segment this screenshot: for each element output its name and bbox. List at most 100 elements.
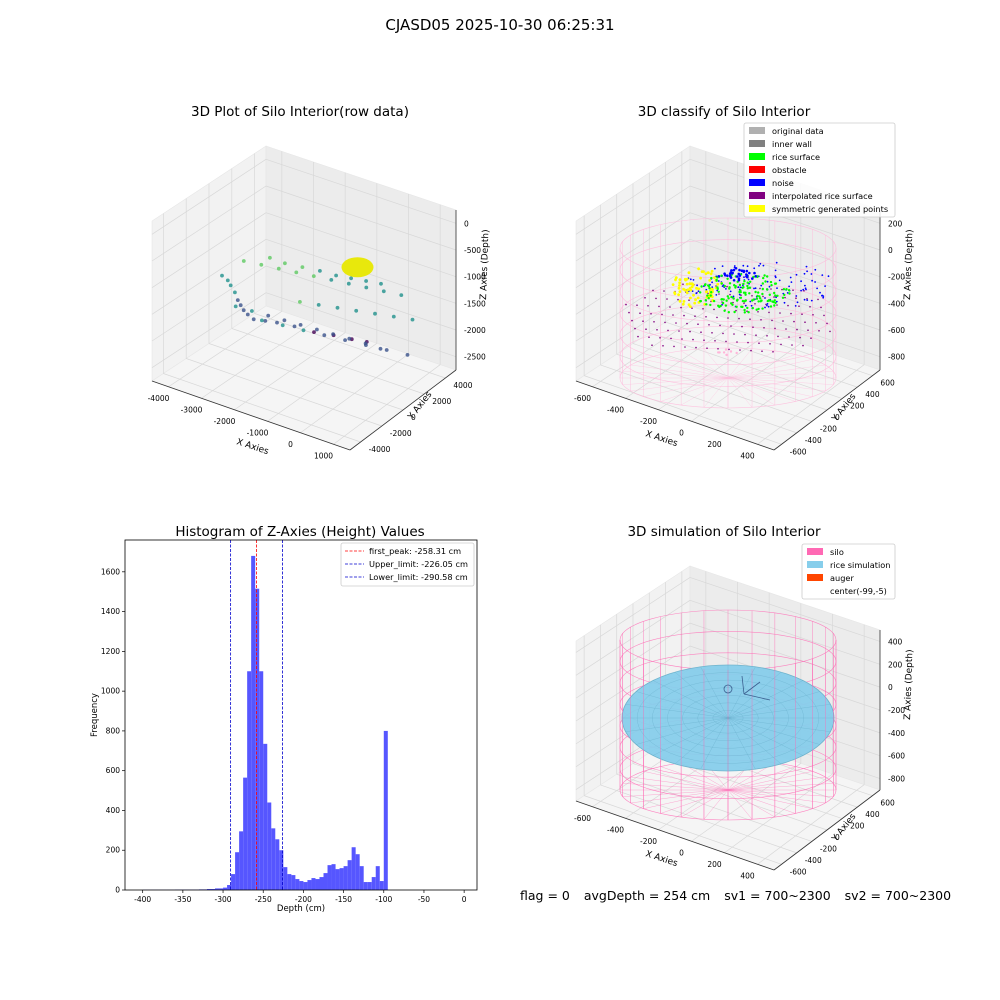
classify-z-grid-left <box>575 292 691 368</box>
simulation-legend-swatch <box>807 548 823 555</box>
simulation-silo-floor-spoke <box>727 789 834 797</box>
classify-symmetric-point <box>677 286 681 290</box>
raw-data-point <box>298 323 303 327</box>
classify-silo-floor-spoke <box>727 377 775 406</box>
classify-legend-frame <box>743 122 896 218</box>
histogram-bar <box>255 588 260 890</box>
classify-rice-surface-point <box>762 276 765 280</box>
histogram-bar <box>231 874 236 890</box>
raw-z-grid-left <box>151 159 267 235</box>
histogram-x-tick-label: 0 <box>462 895 467 904</box>
classify-symmetric-point <box>710 269 714 273</box>
classify-rice-surface-point <box>712 299 716 303</box>
classify-noise-point <box>754 275 758 278</box>
classify-interpolated-point <box>648 336 650 339</box>
classify-rice-surface-point <box>763 274 766 277</box>
simulation-rice-mesh-spoke <box>636 691 729 719</box>
classify-noise-point <box>732 268 736 272</box>
classify-interpolated-point <box>642 320 644 323</box>
classify-noise-point <box>764 297 766 299</box>
histogram-bar <box>243 777 248 890</box>
classify-interpolated-point <box>754 303 756 305</box>
classify-symmetric-point <box>699 276 702 280</box>
classify-rice-surface-point <box>720 282 723 285</box>
classify-rice-surface-point <box>741 299 745 303</box>
classify-interpolated-point <box>715 285 717 287</box>
raw-data-point <box>300 265 305 269</box>
classify-noise-point <box>753 271 756 275</box>
histogram-bar <box>223 887 228 890</box>
simulation-rice-mesh-spoke <box>652 680 729 719</box>
classify-noise-point <box>764 306 766 309</box>
histogram-bar <box>279 850 284 890</box>
classify-y-grid <box>616 353 812 422</box>
raw-data-point <box>329 278 334 282</box>
classify-interpolated-point <box>815 322 817 324</box>
simulation-x-tick-label: 200 <box>707 860 722 869</box>
classify-noise-point <box>726 274 729 278</box>
classify-symmetric-point <box>704 272 708 275</box>
simulation-legend-swatch <box>807 574 823 581</box>
classify-x-tick-label: 200 <box>707 440 722 449</box>
raw-data-point <box>251 317 256 322</box>
raw-data-point <box>263 319 268 323</box>
simulation-rice-mesh-spoke <box>727 691 820 719</box>
classify-rice-surface-point <box>703 283 707 287</box>
raw-data-point <box>343 338 347 342</box>
raw-data-point <box>381 289 386 294</box>
simulation-silo-floor-spoke <box>727 783 834 791</box>
classify-noise-point <box>810 299 813 302</box>
histogram-bar <box>351 847 356 890</box>
classify-interpolated-point <box>651 344 653 347</box>
classify-rice-surface-point <box>710 291 713 294</box>
histogram-x-axis-label: Depth (cm) <box>277 904 325 914</box>
simulation-rice-mesh-spoke <box>727 717 820 745</box>
classify-noise-point <box>776 287 778 289</box>
classify-silo-floor-spoke <box>727 348 753 379</box>
classify-symmetric-point <box>716 282 720 286</box>
simulation-z-grid-back <box>689 577 881 642</box>
raw-data-point <box>298 300 302 304</box>
classify-interpolated-point <box>759 287 761 290</box>
simulation-rice-mesh-spoke <box>700 717 729 770</box>
classify-rice-surface-point <box>735 299 739 302</box>
simulation-rice-mesh-spoke <box>652 717 729 756</box>
classify-interpolated-point <box>692 338 694 341</box>
histogram-y-tick-label: 800 <box>106 726 121 735</box>
classify-noise-point <box>744 304 747 307</box>
classify-interpolated-point <box>728 348 730 351</box>
classify-rice-surface-point <box>743 311 746 314</box>
classify-z-grid-left <box>575 185 691 262</box>
classify-noise-point <box>811 279 813 282</box>
raw-data-point <box>301 328 306 333</box>
classify-interpolated-point <box>662 345 664 347</box>
classify-interpolated-point <box>717 348 719 350</box>
raw-z-grid-back <box>265 185 457 251</box>
classify-noise-point <box>804 287 807 290</box>
histogram-bar <box>375 866 380 890</box>
classify-noise-point <box>766 280 769 283</box>
raw-z-grid-left <box>151 185 267 262</box>
raw-data-point <box>373 311 377 316</box>
simulation-y-tick-label: 600 <box>880 799 895 808</box>
classify-interpolated-point <box>806 298 808 300</box>
simulation-rice-mesh-spoke <box>674 671 729 719</box>
raw-y-axis-line <box>349 369 457 451</box>
histogram-bar <box>367 882 372 890</box>
classify-noise-point <box>743 276 745 278</box>
classify-rice-surface-point <box>741 305 744 309</box>
raw-data-point <box>364 279 368 283</box>
histogram-y-tick-label: 0 <box>115 886 120 895</box>
classify-interpolated-point <box>750 349 752 352</box>
classify-rice-surface-point <box>749 280 752 283</box>
raw-data-point <box>294 270 299 275</box>
classify-rice-surface-point <box>734 285 737 288</box>
classify-rice-surface-point <box>776 294 779 297</box>
classify-legend-label: inner wall <box>772 139 812 149</box>
classify-z-grid-back <box>689 239 881 304</box>
simulation-legend-label: center(-99,-5) <box>830 586 887 596</box>
classify-noise-point <box>762 264 765 267</box>
classify-interpolated-point <box>738 317 740 320</box>
simulation-rice-mesh-spoke <box>727 717 782 765</box>
classify-rice-surface-point <box>774 294 777 297</box>
